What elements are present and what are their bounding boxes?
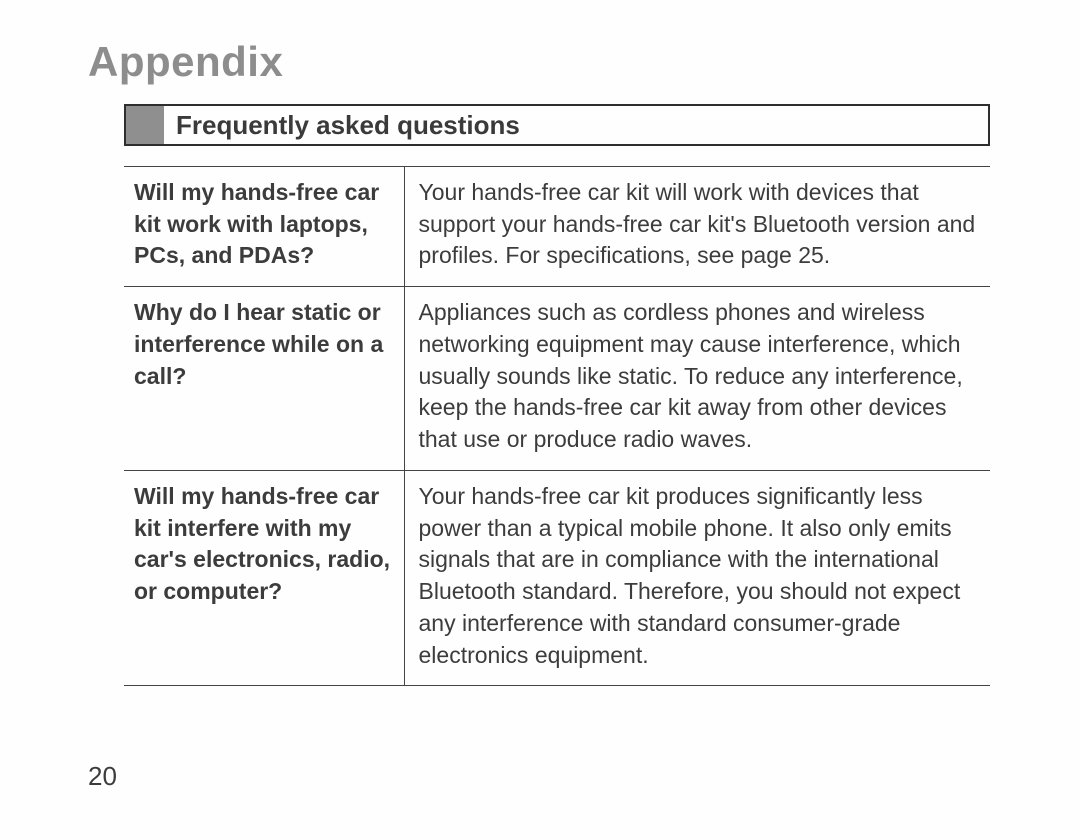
faq-table: Will my hands-free car kit work with lap… <box>124 166 990 686</box>
table-row: Why do I hear static or interference whi… <box>124 287 990 471</box>
faq-question: Will my hands-free car kit work with lap… <box>124 167 404 287</box>
section-header-label: Frequently asked questions <box>164 106 520 144</box>
faq-question: Will my hands-free car kit interfere wit… <box>124 470 404 685</box>
section-header: Frequently asked questions <box>124 104 990 146</box>
faq-question: Why do I hear static or interference whi… <box>124 287 404 471</box>
faq-answer: Appliances such as cordless phones and w… <box>404 287 990 471</box>
faq-answer: Your hands-free car kit produces signifi… <box>404 470 990 685</box>
page-heading: Appendix <box>88 38 990 86</box>
section-header-block <box>126 106 164 144</box>
page-number: 20 <box>88 761 117 792</box>
table-row: Will my hands-free car kit work with lap… <box>124 167 990 287</box>
table-row: Will my hands-free car kit interfere wit… <box>124 470 990 685</box>
faq-answer: Your hands-free car kit will work with d… <box>404 167 990 287</box>
